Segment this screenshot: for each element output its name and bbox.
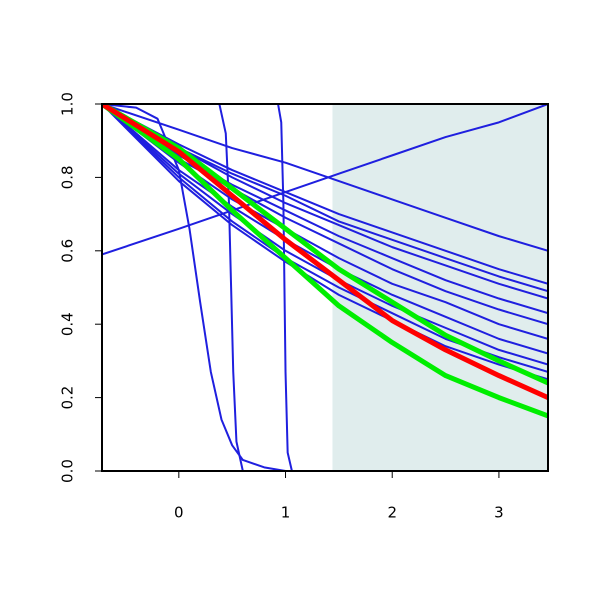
series-line	[102, 104, 548, 386]
series-line	[102, 104, 548, 381]
y-tick-label: 0.0	[59, 459, 77, 483]
series-line	[102, 104, 548, 285]
x-tick-label: 0	[174, 504, 184, 522]
plot-frame	[101, 103, 549, 472]
y-tick-label: 1.0	[59, 92, 77, 116]
x-tick-label: 1	[281, 504, 291, 522]
series-line	[102, 104, 548, 256]
series-line	[102, 104, 548, 471]
y-tick-label: 0.2	[59, 386, 77, 410]
series-line	[102, 104, 548, 293]
y-tick-label: 0.4	[59, 312, 77, 336]
series-line	[102, 104, 548, 300]
series-line	[102, 104, 548, 419]
series-line	[102, 104, 548, 471]
y-tick-label: 0.6	[59, 239, 77, 263]
series-line	[102, 104, 548, 252]
x-tick-label: 2	[387, 504, 397, 522]
x-tick-label: 3	[494, 504, 504, 522]
y-tick-label: 0.8	[59, 165, 77, 189]
lines-layer	[102, 104, 548, 471]
series-line	[102, 104, 548, 471]
axes-layer: 0 1 2 3 0.0 0.2 0.4 0.6 0.8 1.0	[59, 92, 549, 522]
series-line	[102, 104, 548, 400]
